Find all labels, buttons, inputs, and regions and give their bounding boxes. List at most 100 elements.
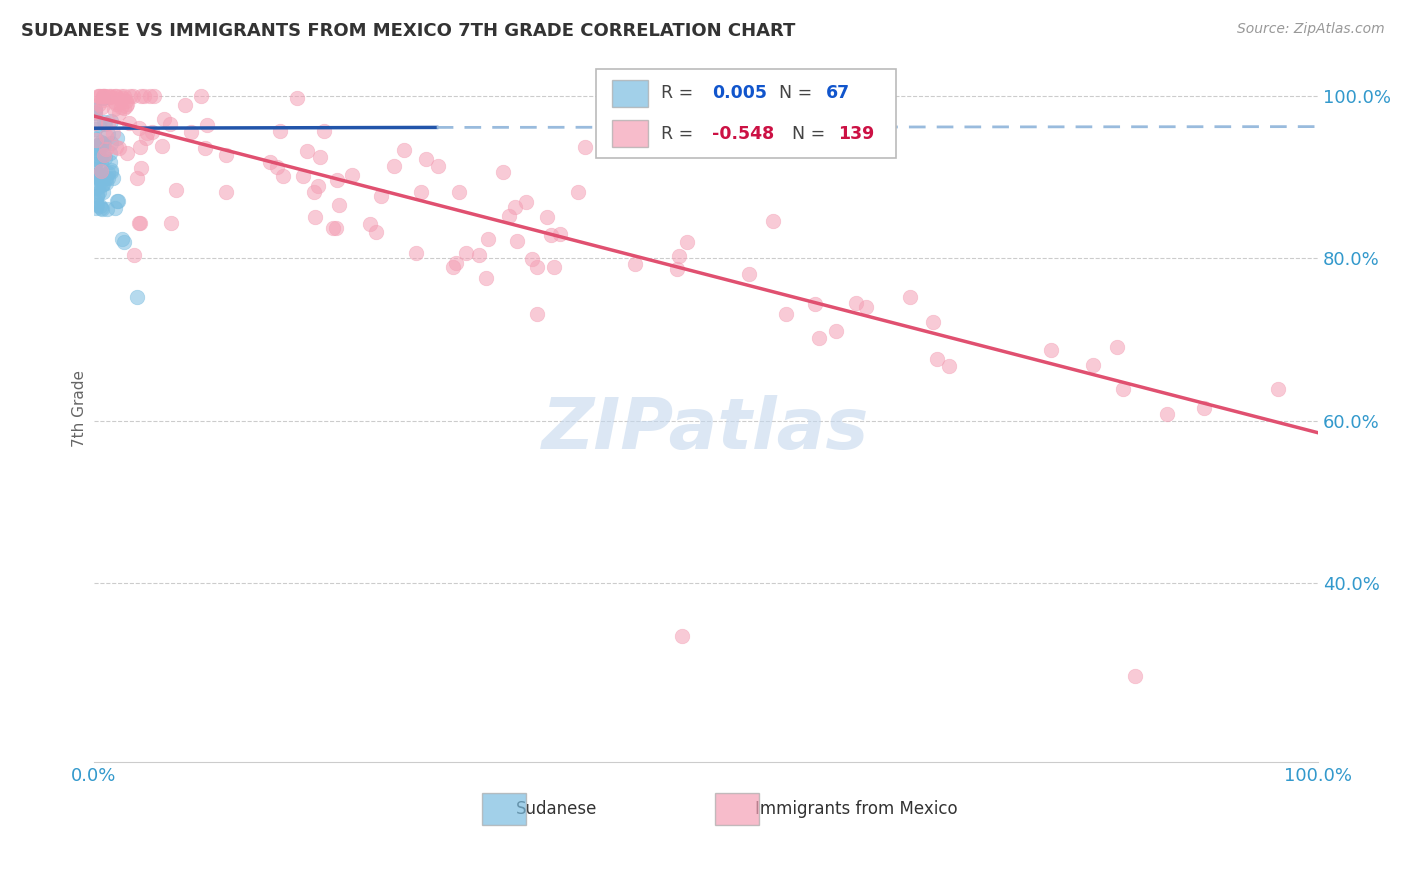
Point <box>364 225 387 239</box>
Point <box>89 172 111 186</box>
Point <box>454 246 477 260</box>
Point <box>775 307 797 321</box>
Point <box>98 154 121 169</box>
Point <box>340 168 363 182</box>
Point <box>91 88 114 103</box>
Point <box>159 117 181 131</box>
Point <box>89 88 111 103</box>
Point <box>124 248 146 262</box>
Point <box>1112 382 1135 396</box>
Point <box>129 88 152 103</box>
Point <box>215 148 238 162</box>
Point <box>90 167 112 181</box>
Point <box>574 139 596 153</box>
Point <box>91 178 114 192</box>
Point <box>392 143 415 157</box>
Point <box>515 195 537 210</box>
Point <box>104 97 127 112</box>
Point <box>195 118 218 132</box>
Point <box>87 88 110 103</box>
Point <box>108 141 131 155</box>
Point <box>105 130 128 145</box>
Point <box>441 260 464 275</box>
Point <box>110 100 132 114</box>
Point <box>804 297 827 311</box>
Point <box>114 99 136 113</box>
Text: SUDANESE VS IMMIGRANTS FROM MEXICO 7TH GRADE CORRELATION CHART: SUDANESE VS IMMIGRANTS FROM MEXICO 7TH G… <box>21 22 796 40</box>
Text: R =: R = <box>661 125 699 143</box>
Point <box>898 290 921 304</box>
Point <box>426 159 449 173</box>
Point <box>83 143 105 157</box>
Point <box>86 198 108 212</box>
Point <box>117 96 139 111</box>
Point <box>89 151 111 165</box>
Point <box>498 210 520 224</box>
Point <box>83 102 105 116</box>
Point <box>84 202 107 216</box>
Point <box>304 185 326 199</box>
Point <box>128 121 150 136</box>
Point <box>326 172 349 186</box>
Point <box>93 88 115 103</box>
Point <box>668 249 690 263</box>
Point <box>93 137 115 152</box>
Text: 67: 67 <box>825 84 851 102</box>
Point <box>96 170 118 185</box>
Point <box>89 164 111 178</box>
Point <box>540 227 562 242</box>
Point <box>738 267 761 281</box>
Point <box>938 359 960 374</box>
Point <box>132 89 155 103</box>
Point <box>142 88 165 103</box>
Point <box>526 260 548 274</box>
Text: R =: R = <box>661 84 699 102</box>
Point <box>115 94 138 108</box>
Point <box>180 125 202 139</box>
Point <box>105 194 128 209</box>
Point <box>152 112 174 127</box>
Point <box>86 169 108 184</box>
Point <box>107 194 129 208</box>
Point <box>125 290 148 304</box>
Point <box>111 91 134 105</box>
Text: ZIPatlas: ZIPatlas <box>543 395 870 464</box>
Point <box>100 136 122 150</box>
Point <box>93 148 115 162</box>
Point <box>855 300 877 314</box>
Point <box>101 126 124 140</box>
Point <box>370 188 392 202</box>
Point <box>112 101 135 115</box>
Point <box>94 151 117 165</box>
Point <box>118 88 141 103</box>
Point <box>491 165 513 179</box>
FancyBboxPatch shape <box>714 794 759 825</box>
Point <box>139 88 162 103</box>
Point <box>90 169 112 183</box>
Point <box>84 152 107 166</box>
Point <box>89 97 111 112</box>
Point <box>273 169 295 184</box>
Point <box>104 201 127 215</box>
Point <box>141 125 163 139</box>
Point <box>128 216 150 230</box>
Point <box>921 315 943 329</box>
Point <box>136 126 159 140</box>
Y-axis label: 7th Grade: 7th Grade <box>72 370 87 447</box>
Point <box>624 257 647 271</box>
Point <box>115 145 138 160</box>
Point <box>84 194 107 208</box>
Point <box>1083 358 1105 372</box>
Point <box>118 116 141 130</box>
Text: 139: 139 <box>838 125 875 143</box>
Point <box>548 227 571 242</box>
Point <box>104 140 127 154</box>
Text: Immigrants from Mexico: Immigrants from Mexico <box>755 800 957 818</box>
FancyBboxPatch shape <box>612 79 648 106</box>
Point <box>83 103 105 117</box>
Point <box>174 97 197 112</box>
Point <box>676 235 699 249</box>
Point <box>94 142 117 156</box>
Point <box>543 260 565 274</box>
Point <box>96 202 118 216</box>
